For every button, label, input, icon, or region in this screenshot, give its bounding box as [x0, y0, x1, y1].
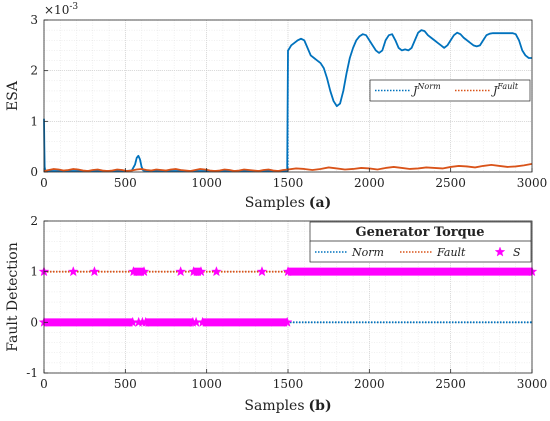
series-s-point: [282, 266, 294, 277]
panel-a: 0 500 1000 1500 2000 2500 3000 0 1 2 3 ×10-3 ESA S…: [5, 2, 547, 211]
y-tick-label: 2: [30, 64, 38, 78]
x-tick-label: 3000: [517, 176, 548, 190]
x-tick-label: 2000: [354, 377, 385, 391]
legend-a: JNorm JFault: [369, 79, 531, 102]
legend-title-b: Generator Torque: [356, 225, 485, 240]
series-s-point: [89, 266, 100, 277]
x-tick-label: 500: [114, 176, 137, 190]
x-tick-label: 0: [40, 176, 48, 190]
y-tick-label: 0: [30, 165, 38, 179]
legend-label-norm: Norm: [351, 246, 384, 259]
y-axis-label-a: ESA: [5, 80, 21, 111]
y-tick-label: -1: [26, 366, 38, 380]
series-s-point: [211, 266, 222, 277]
series-s-point: [195, 266, 207, 277]
y-tick-label: 3: [30, 13, 38, 27]
y-tick-label: 1: [30, 265, 38, 279]
y-tick-label: 1: [30, 114, 38, 128]
series-b: [38, 266, 538, 327]
series-s-point: [137, 316, 148, 327]
legend-label-jfault: JFault: [491, 82, 519, 97]
y-exponent-a: ×10-3: [44, 2, 78, 17]
legend-swatch-s: [494, 246, 506, 257]
series-s-point: [256, 266, 268, 277]
series-line-norm-a: [43, 29, 532, 172]
x-tick-label: 3000: [517, 377, 548, 391]
x-axis-label-a: Samples (a): [245, 195, 331, 211]
legend-box-a: [369, 79, 531, 102]
series-s-point: [138, 266, 150, 277]
series-s-point: [190, 316, 202, 327]
x-axis-label-b: Samples (b): [244, 398, 331, 414]
series-s-point: [128, 266, 139, 277]
ticks-a: 0 500 1000 1500 2000 2500 3000 0 1 2 3: [30, 13, 547, 190]
legend-label-jnorm: JNorm: [411, 82, 441, 97]
legend-b: Generator Torque Norm Fault S: [309, 221, 532, 263]
x-tick-label: 1000: [191, 377, 222, 391]
x-tick-label: 1000: [191, 176, 222, 190]
series-s-point: [175, 266, 186, 277]
series-line-fault-a: [43, 163, 533, 172]
series-s-point: [67, 266, 79, 277]
legend-label-fault: Fault: [436, 246, 466, 259]
x-tick-label: 2500: [435, 377, 466, 391]
y-tick-label: 0: [30, 315, 38, 329]
x-tick-label: 2500: [435, 176, 466, 190]
legend-label-s: S: [513, 246, 521, 259]
x-tick-label: 0: [40, 377, 48, 391]
y-tick-label: 2: [30, 214, 38, 228]
x-tick-label: 2000: [354, 176, 385, 190]
series-a: [43, 29, 533, 172]
series-s-point: [281, 316, 293, 327]
x-tick-label: 1500: [273, 176, 304, 190]
x-tick-label: 500: [114, 377, 137, 391]
x-tick-label: 1500: [273, 377, 304, 391]
legend-box-b: [309, 221, 532, 263]
y-axis-label-b: Fault Detection: [5, 242, 21, 352]
